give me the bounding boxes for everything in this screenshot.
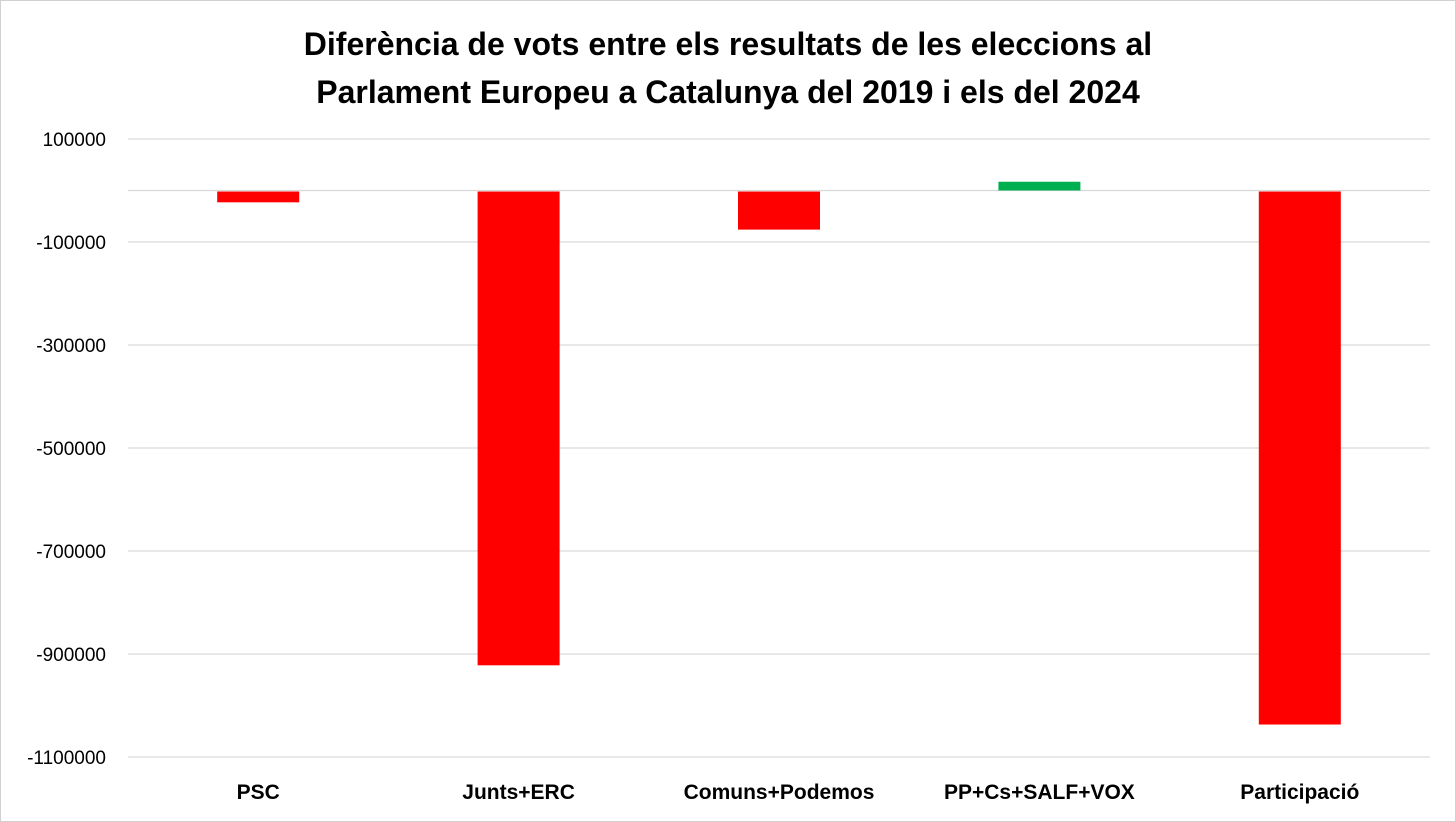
x-category-label: Junts+ERC — [462, 781, 575, 804]
bar-junts-erc — [477, 191, 560, 666]
bar-psc — [217, 191, 300, 203]
x-axis-category-labels: PSC Junts+ERC Comuns+Podemos PP+Cs+SALF+VOX… — [237, 781, 1360, 804]
y-tick-label: -100000 — [36, 233, 106, 254]
y-tick-label: -300000 — [36, 336, 106, 357]
bars — [217, 181, 1341, 725]
x-category-label: PP+Cs+SALF+VOX — [944, 781, 1135, 804]
chart-title: Diferència de vots entre els resultats d… — [0, 20, 1456, 116]
bar-participaci- — [1258, 191, 1341, 725]
y-tick-label: 100000 — [43, 130, 106, 151]
chart-title-line-2: Parlament Europeu a Catalunya del 2019 i… — [316, 74, 1140, 110]
gridlines — [128, 138, 1430, 758]
x-category-label: Participació — [1240, 781, 1359, 804]
bar-comuns-podemos — [738, 191, 820, 230]
y-axis-tick-labels: 100000 -100000 -300000 -500000 -700000 -90000… — [27, 130, 106, 769]
y-tick-label: -700000 — [36, 542, 106, 563]
y-tick-label: -500000 — [36, 439, 106, 460]
y-tick-label: -1100000 — [27, 748, 106, 769]
bar-pp-cs-salf-vox — [998, 181, 1081, 191]
y-tick-label: -900000 — [36, 645, 106, 666]
chart-title-line-1: Diferència de vots entre els resultats d… — [303, 26, 1153, 62]
x-category-label: PSC — [237, 781, 280, 804]
x-category-label: Comuns+Podemos — [684, 781, 875, 804]
